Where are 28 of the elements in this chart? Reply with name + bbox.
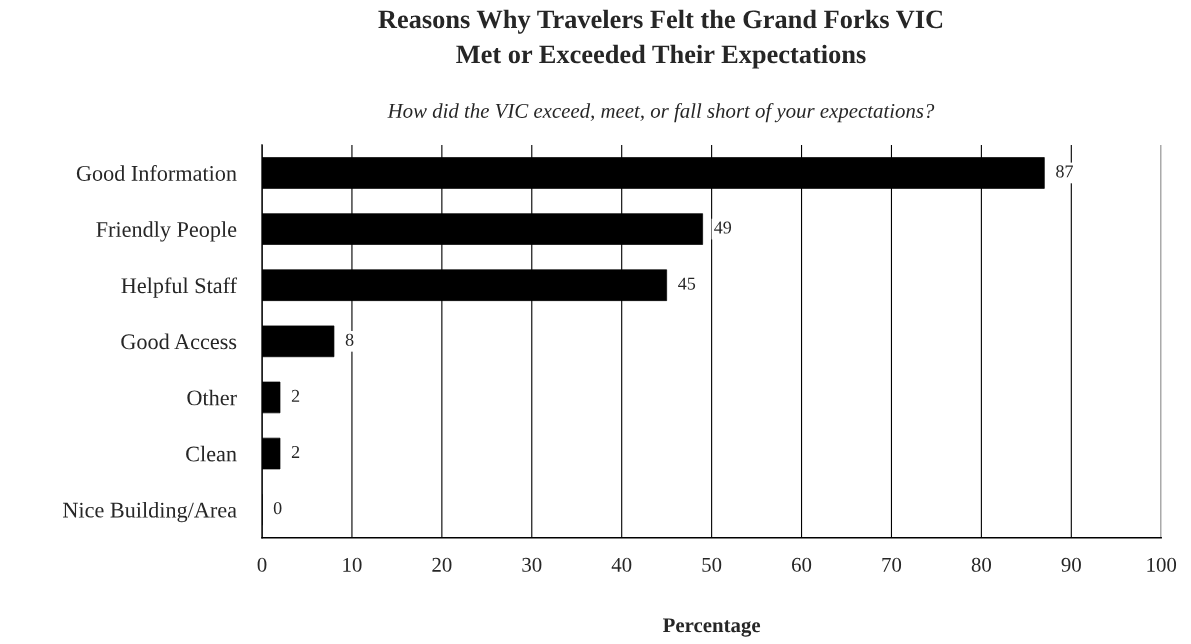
data-label: 2 [291, 445, 300, 458]
x-tick-label: 30 [522, 557, 542, 572]
x-tick-label: 50 [702, 557, 722, 572]
x-tick-label: 20 [432, 557, 452, 572]
x-tick-label: 80 [971, 557, 992, 572]
x-tick-label: 90 [1061, 557, 1081, 572]
chart-subtitle: How did the VIC exceed, meet, or fall short of your expectations? [387, 103, 935, 123]
y-tick-label: Friendly People [96, 221, 237, 242]
x-tick-label: 70 [882, 557, 902, 572]
y-tick-label: Other [187, 389, 237, 406]
data-label: 2 [291, 389, 300, 402]
x-tick-label: 60 [792, 557, 812, 572]
y-tick-label: Good Access [121, 333, 237, 350]
y-tick-label: Clean [186, 445, 237, 462]
y-tick-label: Good Information [76, 165, 237, 181]
data-label: 0 [273, 502, 282, 515]
y-tick-label: Helpful Staff [121, 277, 238, 298]
data-label: 45 [678, 277, 696, 290]
chart-title: Reasons Why Travelers Felt the Grand Forks VIC Met or Exceeded Their Expectations [378, 9, 943, 69]
data-label: 87 [1056, 165, 1073, 178]
y-tick-label: Nice Building/Area [63, 501, 237, 523]
x-tick-label: 10 [343, 557, 362, 572]
data-label: 8 [345, 333, 354, 346]
x-tick-label: 40 [611, 557, 632, 572]
x-tick-label: 0 [257, 557, 267, 572]
data-label: 49 [714, 221, 732, 234]
x-tick-label: 100 [1147, 557, 1177, 572]
x-axis-title: Percentage [663, 618, 761, 637]
